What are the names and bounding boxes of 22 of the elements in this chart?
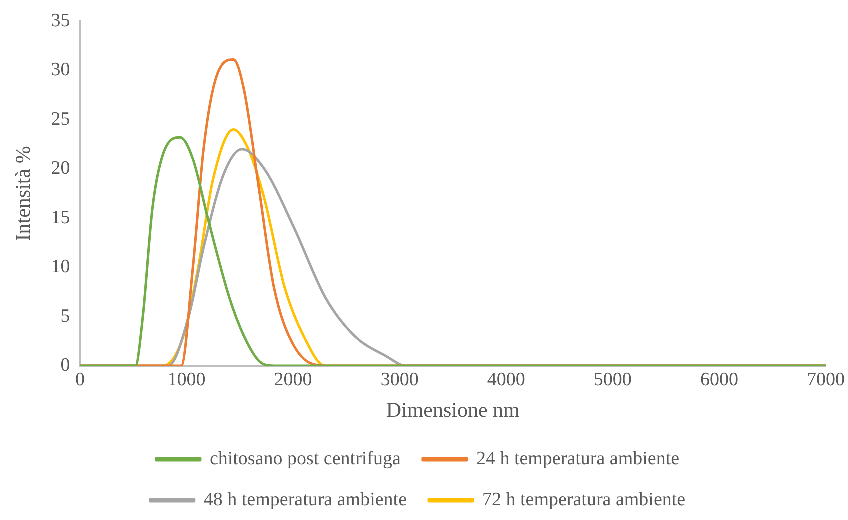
y-tick-label: 25: [51, 108, 70, 130]
y-tick-label: 20: [51, 158, 70, 180]
x-tick-label: 7000: [807, 369, 845, 390]
y-tick-label: 0: [60, 354, 70, 376]
x-tick-label: 0: [75, 369, 85, 390]
legend-label: 72 h temperatura ambiente: [482, 489, 686, 510]
legend-label: 24 h temperatura ambiente: [476, 448, 680, 470]
x-axis-title: Dimensione nm: [386, 398, 520, 422]
legend-label: 48 h temperatura ambiente: [204, 489, 407, 510]
legend-label: chitosano post centrifuga: [210, 448, 402, 470]
x-tick-label: 1000: [168, 369, 206, 390]
y-tick-label: 35: [51, 10, 70, 32]
x-tick-label: 6000: [700, 369, 738, 390]
y-tick-label: 10: [51, 256, 70, 278]
y-tick-label: 30: [51, 60, 70, 81]
x-tick-label: 5000: [594, 369, 632, 390]
y-tick-label: 5: [60, 306, 70, 327]
x-tick-label: 3000: [380, 369, 419, 390]
y-axis-title: Intensità %: [11, 146, 36, 242]
x-tick-label: 2000: [274, 369, 312, 390]
y-tick-label: 15: [51, 207, 70, 228]
x-tick-label: 4000: [487, 369, 526, 390]
